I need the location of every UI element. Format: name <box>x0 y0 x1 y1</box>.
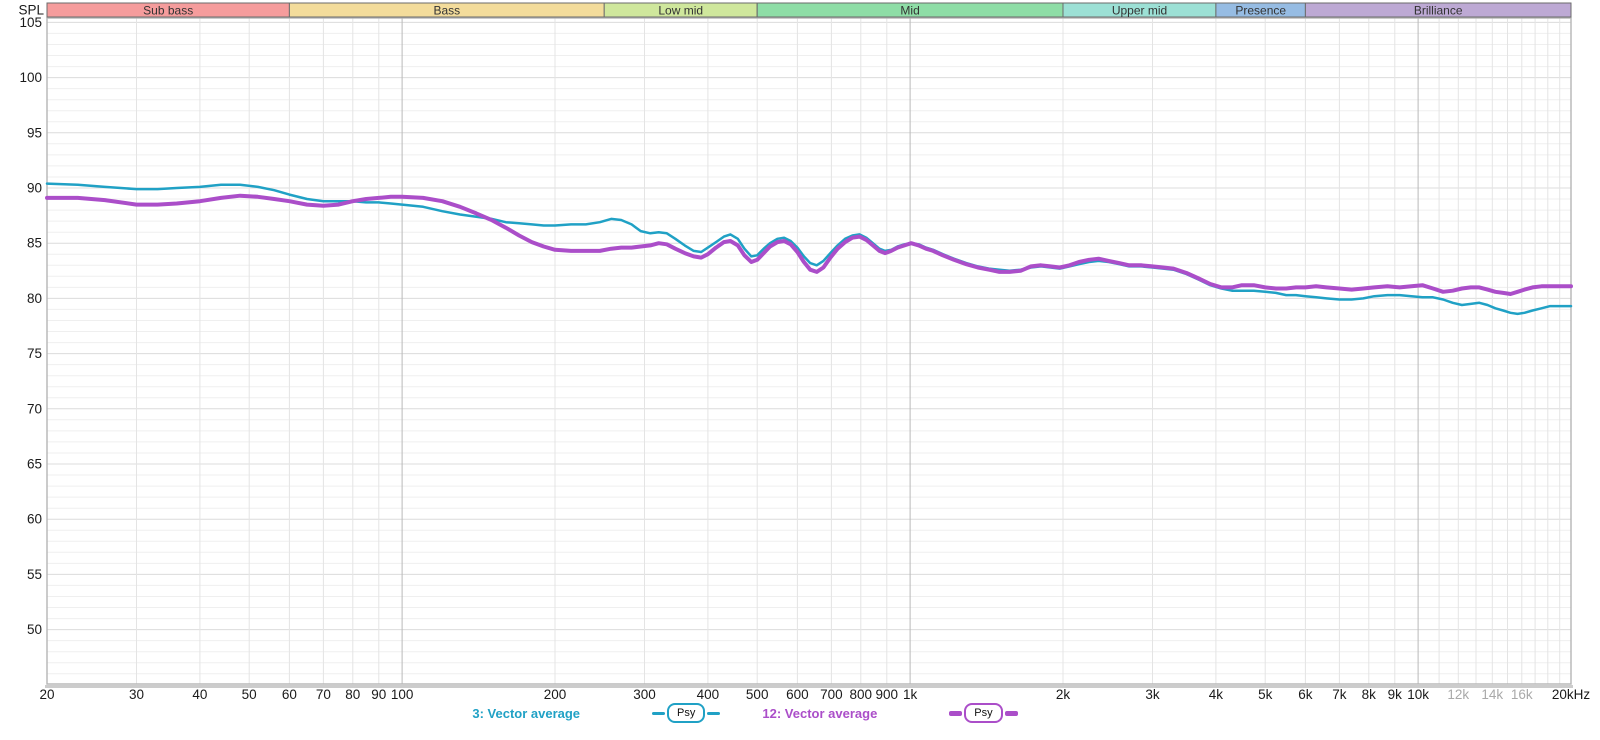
x-tick-label-1k: 1k <box>903 687 918 702</box>
curve-12-vector-average <box>45 193 1573 296</box>
y-tick-label-80: 80 <box>27 291 42 306</box>
y-tick-label-65: 65 <box>27 457 42 472</box>
x-tick-label-60: 60 <box>282 687 297 702</box>
band-label-mid: Mid <box>900 4 919 18</box>
psy-smoothing-badge: Psy <box>964 703 1003 724</box>
legend-line-sample <box>707 711 721 715</box>
x-tick-label-2k: 2k <box>1056 687 1071 702</box>
x-tick-label-400: 400 <box>697 687 720 702</box>
curve-3-vector-average <box>45 182 1573 316</box>
x-tick-label-10k: 10k <box>1407 687 1429 702</box>
legend-label-measurement-3[interactable]: 3: Vector average <box>472 705 581 721</box>
x-tick-label-800: 800 <box>850 687 873 702</box>
x-tick-label-700: 700 <box>820 687 843 702</box>
y-tick-label-100: 100 <box>19 70 42 85</box>
x-tick-label-30: 30 <box>129 687 144 702</box>
x-tick-label-20: 20 <box>39 687 54 702</box>
band-label-presence: Presence <box>1235 4 1286 18</box>
vertical-gridlines <box>46 18 1561 684</box>
legend-line-sample <box>949 710 963 716</box>
legend-label-measurement-12[interactable]: 12: Vector average <box>762 705 878 721</box>
y-tick-label-55: 55 <box>27 567 42 582</box>
frequency-bands-strip: Sub bass Bass Low mid Mid Upper mid Presence B… <box>46 2 1572 18</box>
legend-line-sample <box>1004 710 1018 716</box>
x-tick-label-14k: 14k <box>1481 687 1503 702</box>
band-label-low-mid: Low mid <box>658 4 703 18</box>
x-tick-label-7k: 7k <box>1332 687 1347 702</box>
band-brilliance <box>1304 2 1572 18</box>
x-tick-label-5k: 5k <box>1258 687 1273 702</box>
legend-psy-badge-measurement-12[interactable]: Psy <box>949 703 1018 724</box>
x-tick-label-3k: 3k <box>1145 687 1160 702</box>
x-tick-label-20khz: 20kHz <box>1552 687 1591 702</box>
x-tick-label-80: 80 <box>345 687 360 702</box>
x-tick-label-40: 40 <box>192 687 207 702</box>
x-axis-labels: 20 30 40 50 60 70 80 90 100 200 300 400 500 600 700 800… <box>39 687 1590 702</box>
y-axis-labels: 105 100 95 90 85 80 75 70 65 60 55 50 <box>19 15 42 637</box>
x-tick-label-16k: 16k <box>1511 687 1533 702</box>
psy-smoothing-badge: Psy <box>667 703 706 724</box>
y-tick-label-75: 75 <box>27 346 42 361</box>
x-tick-label-100: 100 <box>391 687 414 702</box>
x-tick-label-12k: 12k <box>1447 687 1469 702</box>
x-tick-label-50: 50 <box>242 687 257 702</box>
legend-line-sample <box>652 711 666 715</box>
x-tick-label-900: 900 <box>876 687 899 702</box>
y-tick-label-105: 105 <box>19 15 42 30</box>
x-tick-label-500: 500 <box>746 687 769 702</box>
plot-border <box>46 17 1572 685</box>
x-tick-label-4k: 4k <box>1209 687 1224 702</box>
y-tick-label-60: 60 <box>27 512 42 527</box>
y-tick-label-50: 50 <box>27 622 42 637</box>
y-tick-label-90: 90 <box>27 181 42 196</box>
band-label-brilliance: Brilliance <box>1414 4 1463 18</box>
x-tick-label-90: 90 <box>371 687 386 702</box>
spl-axis-label: SPL <box>18 3 44 18</box>
x-tick-label-6k: 6k <box>1298 687 1313 702</box>
y-tick-label-95: 95 <box>27 125 42 140</box>
x-tick-label-200: 200 <box>544 687 567 702</box>
x-tick-label-600: 600 <box>786 687 809 702</box>
x-tick-label-300: 300 <box>633 687 656 702</box>
legend: 3: Vector average Psy 12: Vector average… <box>0 703 1545 724</box>
y-tick-label-85: 85 <box>27 236 42 251</box>
x-tick-label-70: 70 <box>316 687 331 702</box>
legend-psy-badge-measurement-3[interactable]: Psy <box>652 703 721 724</box>
band-label-sub-bass: Sub bass <box>143 4 193 18</box>
y-tick-label-70: 70 <box>27 401 42 416</box>
horizontal-gridlines <box>47 21 1571 675</box>
x-tick-label-9k: 9k <box>1388 687 1403 702</box>
x-tick-label-8k: 8k <box>1362 687 1377 702</box>
band-label-bass: Bass <box>433 4 460 18</box>
band-label-upper-mid: Upper mid <box>1112 4 1167 18</box>
